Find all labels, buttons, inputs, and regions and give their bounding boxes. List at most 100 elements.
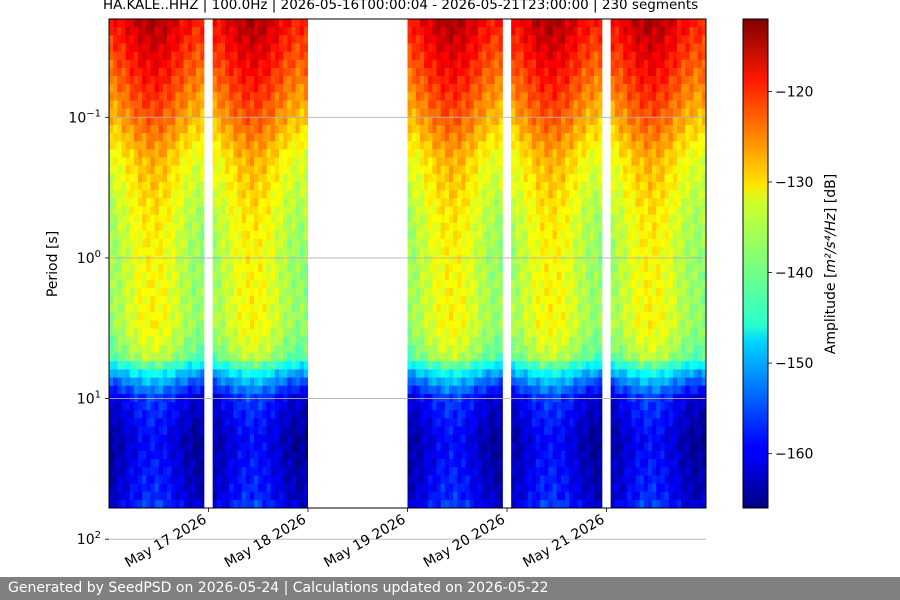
heatmap-cell [303, 141, 309, 150]
heatmap-cell [618, 190, 624, 199]
heatmap-cell [187, 124, 193, 134]
heatmap-cell [581, 263, 587, 273]
heatmap-cell [701, 255, 706, 265]
heatmap-cell [196, 190, 201, 199]
heatmap-cell [291, 230, 297, 240]
heatmap-cell [229, 27, 234, 36]
heatmap-cell [527, 271, 533, 281]
heatmap-cell [623, 51, 628, 61]
heatmap-cell [216, 296, 222, 305]
heatmap-cell [457, 230, 462, 240]
heatmap-cell [461, 206, 467, 216]
heatmap-cell [291, 108, 297, 118]
heatmap-cell [287, 59, 293, 69]
heatmap-cell [113, 263, 118, 273]
heatmap-cell [469, 173, 475, 183]
heatmap-cell [627, 222, 632, 232]
heatmap-cell [643, 239, 649, 248]
heatmap-cell [212, 247, 218, 256]
heatmap-cell [121, 27, 127, 36]
heatmap-cell [639, 149, 645, 159]
heatmap-cell [158, 124, 164, 134]
heatmap-cell [216, 76, 222, 85]
heatmap-cell [278, 296, 284, 305]
heatmap-cell [552, 141, 558, 150]
heatmap-cell [266, 222, 272, 232]
heatmap-cell [283, 59, 288, 69]
heatmap-cell [585, 43, 591, 53]
heatmap-cell [477, 116, 483, 126]
heatmap-cell [245, 100, 251, 110]
heatmap-cell [113, 190, 118, 199]
heatmap-cell [212, 263, 218, 273]
heatmap-cell [125, 214, 131, 224]
heatmap-cell [693, 190, 699, 199]
heatmap-cell [212, 19, 218, 28]
heatmap-cell [220, 27, 226, 36]
heatmap-cell [676, 84, 682, 93]
heatmap-cell [693, 51, 699, 61]
heatmap-cell [175, 296, 181, 305]
heatmap-cell [598, 255, 603, 265]
heatmap-cell [681, 279, 686, 289]
heatmap-cell [150, 149, 156, 159]
heatmap-cell [262, 76, 268, 85]
heatmap-cell [697, 67, 703, 77]
heatmap-cell [129, 51, 135, 61]
heatmap-cell [610, 35, 616, 45]
heatmap-cell [117, 108, 123, 118]
heatmap-cell [436, 198, 442, 208]
heatmap-cell [639, 247, 645, 256]
heatmap-cell [138, 263, 143, 273]
heatmap-cell [469, 165, 475, 175]
heatmap-cell [254, 108, 259, 118]
heatmap-cell [618, 198, 624, 208]
heatmap-cell [639, 141, 645, 150]
heatmap-cell [664, 198, 670, 208]
heatmap-cell [303, 35, 309, 45]
heatmap-cell [258, 124, 263, 134]
heatmap-cell [697, 51, 703, 61]
heatmap-cell [647, 92, 653, 102]
heatmap-cell [187, 206, 193, 216]
heatmap-cell [461, 182, 467, 191]
heatmap-cell [461, 27, 467, 36]
heatmap-cell [519, 190, 525, 199]
heatmap-cell [216, 263, 222, 273]
heatmap-cell [448, 287, 454, 297]
heatmap-cell [515, 263, 521, 273]
heatmap-cell [448, 76, 454, 85]
heatmap-cell [171, 271, 176, 281]
heatmap-cell [216, 239, 222, 248]
heatmap-cell [701, 51, 706, 61]
heatmap-cell [453, 92, 458, 102]
heatmap-cell [220, 182, 226, 191]
heatmap-cell [676, 67, 682, 77]
heatmap-cell [274, 92, 280, 102]
heatmap-cell [672, 51, 678, 61]
heatmap-cell [171, 108, 176, 118]
heatmap-cell [241, 173, 247, 183]
heatmap-cell [544, 182, 550, 191]
heatmap-cell [652, 76, 657, 85]
heatmap-cell [585, 76, 591, 85]
heatmap-cell [672, 255, 678, 265]
heatmap-cell [432, 239, 438, 248]
heatmap-cell [461, 35, 467, 45]
heatmap-cell [697, 76, 703, 85]
heatmap-cell [117, 124, 123, 134]
heatmap-cell [477, 92, 483, 102]
heatmap-cell [660, 279, 666, 289]
heatmap-cell [291, 19, 297, 28]
heatmap-cell [274, 279, 280, 289]
heatmap-cell [618, 133, 624, 142]
heatmap-cell [473, 59, 479, 69]
heatmap-cell [146, 239, 152, 248]
heatmap-cell [241, 124, 247, 134]
heatmap-cell [560, 59, 566, 69]
heatmap-cell [171, 59, 176, 69]
heatmap-cell [548, 43, 554, 53]
heatmap-cell [482, 239, 487, 248]
heatmap-cell [191, 222, 197, 232]
heatmap-cell [631, 279, 637, 289]
